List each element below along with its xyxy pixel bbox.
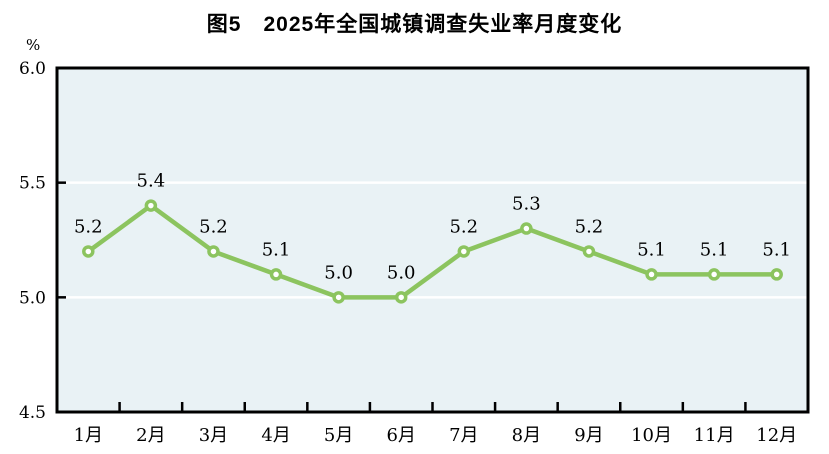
data-label: 5.1	[637, 239, 666, 260]
data-point-marker	[207, 245, 220, 258]
data-label: 5.4	[137, 171, 166, 192]
y-axis-unit-label: %	[26, 36, 41, 54]
chart-title: 图5 2025年全国城镇调查失业率月度变化	[206, 13, 623, 36]
x-axis-label: 11月	[694, 425, 735, 446]
x-axis-label: 3月	[199, 425, 228, 446]
data-point-marker	[770, 268, 783, 281]
plot-border	[55, 66, 810, 414]
plot-area-background	[57, 68, 808, 412]
data-point-marker	[457, 245, 471, 258]
data-label: 5.2	[449, 216, 478, 237]
data-point-marker	[707, 268, 721, 281]
data-label: 5.1	[700, 239, 729, 260]
data-point-marker	[394, 291, 408, 304]
x-axis-label: 7月	[449, 425, 478, 446]
x-axis-label: 1月	[74, 425, 103, 446]
data-point-marker	[582, 245, 596, 258]
data-label: 5.1	[762, 239, 791, 260]
x-axis-label: 9月	[574, 425, 603, 446]
x-axis-label: 10月	[631, 425, 672, 446]
data-label: 5.2	[575, 216, 604, 237]
data-point-marker	[144, 199, 158, 212]
x-axis-label: 6月	[386, 425, 415, 446]
x-axis-label: 12月	[756, 425, 797, 446]
data-line	[86, 203, 779, 300]
data-label: 5.3	[512, 194, 541, 215]
data-label: 5.2	[199, 216, 228, 237]
data-point-marker	[332, 291, 345, 304]
data-label: 5.0	[387, 262, 416, 283]
data-point-marker	[520, 222, 533, 235]
x-axis-label: 5月	[324, 425, 353, 446]
data-label: 5.1	[262, 239, 291, 260]
y-axis-label: 4.5	[19, 403, 46, 423]
x-axis-label: 2月	[136, 425, 165, 446]
data-point-marker	[645, 268, 658, 281]
data-label: 5.0	[324, 262, 353, 283]
x-axis-label: 8月	[512, 425, 541, 446]
y-axis-label: 6.0	[19, 59, 46, 79]
x-axis-label: 4月	[261, 425, 290, 446]
y-axis-label: 5.0	[19, 288, 46, 308]
data-label: 5.2	[74, 216, 103, 237]
data-point-marker	[269, 268, 283, 281]
data-point-marker	[82, 245, 95, 258]
y-axis-label: 5.5	[19, 174, 46, 194]
